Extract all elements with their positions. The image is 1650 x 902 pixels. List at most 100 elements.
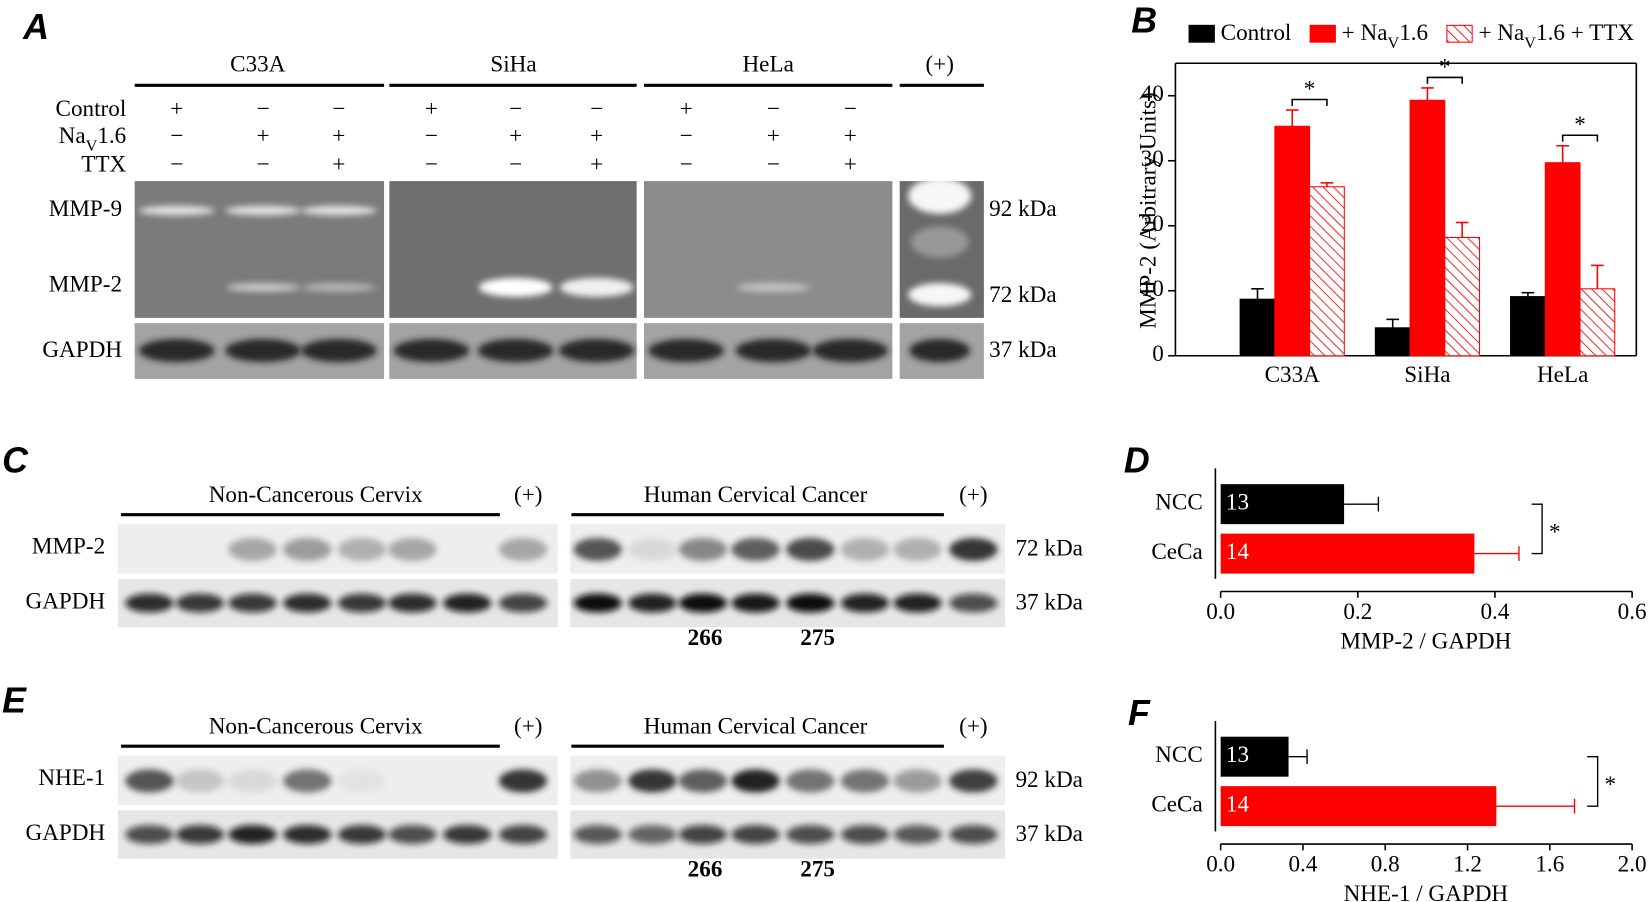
band (225, 338, 301, 363)
group-label: Human Cervical Cancer (644, 714, 868, 740)
band (125, 593, 174, 613)
band (283, 593, 332, 613)
panel-label: F (1128, 693, 1151, 733)
legend-swatch (1309, 24, 1336, 43)
band (678, 769, 728, 793)
band (628, 593, 677, 613)
lane-number: 266 (688, 857, 723, 883)
lane-sign: + (257, 123, 270, 149)
band (337, 593, 387, 613)
band-label: NHE-1 (38, 765, 105, 791)
y-tick-label: 10 (1141, 276, 1164, 302)
x-tick-label: SiHa (1404, 362, 1450, 388)
band (388, 537, 437, 561)
lane-number: 275 (800, 857, 835, 883)
band (388, 825, 437, 845)
size-label: 37 kDa (1015, 821, 1082, 847)
panel-label: E (2, 680, 27, 720)
category-label: NCC (1155, 742, 1203, 768)
band (228, 825, 277, 845)
lane-sign: + (590, 152, 603, 178)
band (300, 338, 377, 363)
significance-mark: * (1574, 112, 1586, 138)
band (628, 537, 677, 561)
y-tick-label: 20 (1141, 211, 1164, 237)
bar (1510, 296, 1546, 357)
band (228, 769, 277, 793)
bar (1220, 786, 1497, 827)
band-label: MMP-2 (49, 272, 122, 298)
band (443, 593, 492, 613)
bar (1220, 533, 1475, 574)
x-tick-label: 0.2 (1343, 599, 1372, 625)
band (558, 338, 635, 363)
panel-label: C (2, 441, 29, 481)
band (908, 283, 972, 307)
x-tick-label: 0.0 (1206, 599, 1235, 625)
band (910, 226, 969, 258)
band-label: MMP-2 (32, 534, 105, 560)
band (908, 177, 972, 214)
significance-mark: * (1304, 76, 1316, 102)
band (628, 825, 677, 845)
size-label: 92 kDa (989, 196, 1056, 222)
band (478, 277, 553, 297)
group-label: Non-Cancerous Cervix (209, 714, 423, 740)
band (228, 593, 277, 613)
group-label: (+) (514, 482, 542, 508)
legend-swatch (1188, 24, 1215, 43)
band-label: MMP-9 (49, 196, 122, 222)
size-label: 37 kDa (989, 337, 1056, 363)
subscript: V (1524, 34, 1536, 52)
y-tick-label: 30 (1141, 146, 1164, 172)
x-tick-label: 0.8 (1371, 851, 1400, 877)
lane-sign: − (509, 96, 522, 122)
cell-line-label: C33A (230, 52, 286, 78)
band (731, 537, 780, 561)
significance-mark: * (1439, 54, 1451, 80)
band (949, 537, 998, 561)
band (573, 593, 622, 613)
lane-sign: + (767, 123, 780, 149)
size-label: 72 kDa (989, 282, 1056, 308)
band (302, 283, 376, 292)
band (283, 769, 332, 793)
subscript: V (86, 137, 98, 155)
band (393, 338, 470, 363)
band (893, 537, 942, 561)
band (786, 537, 835, 561)
lane-sign: + (425, 96, 438, 122)
significance-bracket (1291, 98, 1328, 106)
lane-sign: − (257, 96, 270, 122)
condition-label: Control (56, 96, 127, 122)
band-label: GAPDH (26, 588, 106, 614)
lane-sign: − (332, 96, 345, 122)
band (175, 825, 225, 845)
legend-swatch (1446, 24, 1473, 43)
cell-line-label: HeLa (742, 52, 793, 78)
y-tick-label: 0 (1152, 341, 1164, 367)
band (893, 769, 942, 793)
condition-label: TTX (81, 152, 126, 178)
band (283, 825, 332, 845)
band (786, 825, 835, 845)
band (559, 277, 634, 297)
lane-sign: − (680, 152, 693, 178)
size-label: 72 kDa (1015, 536, 1082, 562)
group-label: (+) (514, 714, 542, 740)
panel-label: D (1124, 441, 1150, 481)
lane-sign: − (257, 152, 270, 178)
group-label: Human Cervical Cancer (644, 482, 868, 508)
band (840, 537, 890, 561)
band (949, 769, 998, 793)
band (573, 825, 622, 845)
lane-sign: − (425, 123, 438, 149)
lane-sign: − (767, 152, 780, 178)
panel-label: B (1131, 1, 1157, 41)
lane-sign: + (844, 152, 857, 178)
category-label: NCC (1155, 489, 1203, 515)
lane-sign: + (332, 152, 345, 178)
band (300, 205, 377, 216)
band (840, 769, 890, 793)
